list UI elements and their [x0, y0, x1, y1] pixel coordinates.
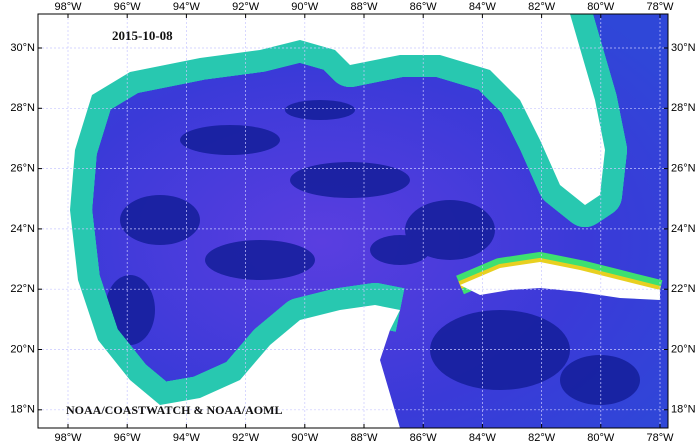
lat-label-right: 22°N — [671, 283, 696, 295]
lat-label-right: 18°N — [671, 404, 696, 416]
lon-label-bottom: 80°W — [587, 432, 615, 444]
lat-label-right: 24°N — [671, 223, 696, 235]
map-frame — [37, 13, 669, 429]
lon-label-bottom: 96°W — [114, 432, 142, 444]
lon-label-bottom: 92°W — [232, 432, 260, 444]
lat-label-right: 30°N — [671, 42, 696, 54]
lon-label-top: 80°W — [587, 1, 615, 13]
lon-label-top: 98°W — [54, 1, 82, 13]
lon-label-top: 90°W — [291, 1, 319, 13]
lat-label-left: 26°N — [10, 163, 35, 175]
lat-label-left: 28°N — [10, 102, 35, 114]
lon-label-top: 82°W — [528, 1, 556, 13]
credit: NOAA/COASTWATCH & NOAA/AOML — [66, 403, 282, 417]
lon-label-top: 88°W — [350, 1, 378, 13]
lon-label-bottom: 94°W — [173, 432, 201, 444]
lat-label-right: 20°N — [671, 343, 696, 355]
lon-label-top: 84°W — [469, 1, 497, 13]
lat-label-left: 22°N — [10, 283, 35, 295]
lon-label-top: 86°W — [410, 1, 438, 13]
lat-label-left: 24°N — [10, 223, 35, 235]
lat-label-right: 28°N — [671, 102, 696, 114]
lon-label-bottom: 86°W — [410, 432, 438, 444]
lon-label-top: 96°W — [114, 1, 142, 13]
lon-label-bottom: 84°W — [469, 432, 497, 444]
lon-label-bottom: 90°W — [291, 432, 319, 444]
lat-label-left: 30°N — [10, 42, 35, 54]
lon-label-top: 94°W — [173, 1, 201, 13]
lat-label-right: 26°N — [671, 163, 696, 175]
lat-label-left: 20°N — [10, 343, 35, 355]
lon-label-top: 78°W — [646, 1, 674, 13]
lon-label-bottom: 88°W — [350, 432, 378, 444]
lon-label-top: 92°W — [232, 1, 260, 13]
lon-label-bottom: 98°W — [54, 432, 82, 444]
lat-label-left: 18°N — [10, 404, 35, 416]
lon-label-bottom: 82°W — [528, 432, 556, 444]
date-stamp: 2015-10-08 — [112, 28, 173, 43]
graticule — [38, 14, 668, 428]
lon-label-bottom: 78°W — [646, 432, 674, 444]
satellite-image — [38, 14, 668, 428]
